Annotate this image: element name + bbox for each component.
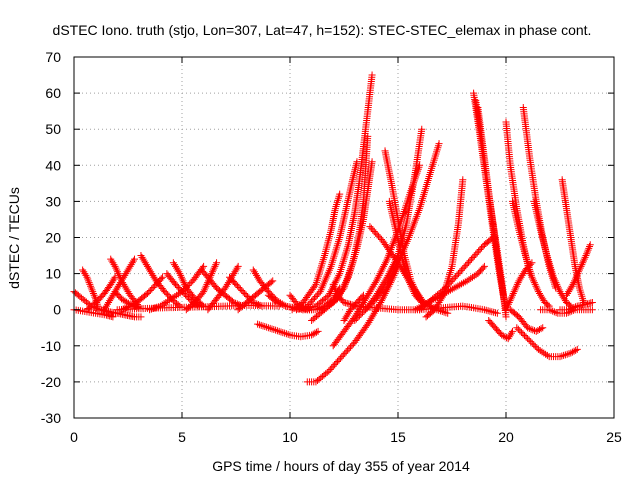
y-tick-label: 40 (45, 157, 61, 173)
series-marks (137, 252, 184, 310)
series-marks (113, 301, 283, 314)
y-tick-label: -30 (41, 410, 61, 426)
y-tick-label: 0 (53, 302, 61, 318)
y-tick-label: -20 (41, 374, 61, 390)
series-marks (288, 190, 344, 314)
series-marks (169, 259, 208, 310)
series-marks (502, 118, 534, 278)
series-marks (508, 197, 553, 310)
series-marks (96, 306, 145, 321)
series-arc (422, 176, 467, 321)
series-marks (506, 306, 547, 335)
series-arc (254, 320, 322, 341)
x-tick-label: 5 (178, 429, 186, 445)
series-arc (513, 324, 581, 361)
series-arc (137, 252, 184, 310)
series-arc (530, 197, 575, 310)
series-marks (474, 104, 508, 303)
y-tick-label: 60 (45, 85, 61, 101)
grid (74, 57, 614, 418)
series-arc (340, 291, 367, 325)
series-arc (502, 118, 534, 278)
y-tick-label: 70 (45, 49, 61, 65)
series-arc (537, 306, 596, 317)
y-tick-label: 50 (45, 121, 61, 137)
series-marks (83, 273, 119, 314)
y-axis-label: dSTEC / TECUs (6, 187, 22, 289)
series-arc (83, 273, 119, 314)
series-marks (254, 320, 322, 341)
series-arc (288, 190, 344, 314)
series-arc (485, 317, 516, 343)
series-arc (113, 301, 283, 314)
x-tick-label: 25 (606, 429, 622, 445)
x-tick-label: 20 (498, 429, 514, 445)
series-marks (513, 324, 581, 361)
axis-ticks: 0 5 10 15 20 25 -30 -20 -10 0 10 20 30 40 50 60 70 (41, 49, 622, 445)
x-tick-label: 10 (282, 429, 298, 445)
data-points (70, 71, 596, 386)
y-tick-label: 20 (45, 230, 61, 246)
x-tick-label: 15 (390, 429, 406, 445)
y-tick-label: 10 (45, 266, 61, 282)
series-marks (562, 241, 594, 299)
y-tick-label: -10 (41, 338, 61, 354)
series-arc (292, 158, 361, 314)
series-marks (416, 234, 497, 314)
series-arc (562, 241, 594, 299)
series-marks (485, 317, 516, 343)
series-arc (474, 104, 508, 303)
series-arc (96, 306, 145, 321)
x-tick-label: 0 (70, 429, 78, 445)
x-axis-label: GPS time / hours of day 355 of year 2014 (212, 458, 470, 474)
series-arc (169, 259, 208, 310)
series-marks (292, 158, 361, 314)
chart-title: dSTEC Iono. truth (stjo, Lon=307, Lat=47… (53, 22, 592, 38)
y-tick-label: 30 (45, 193, 61, 209)
series-arc (508, 197, 553, 310)
series-marks (340, 291, 367, 325)
series-arc (299, 71, 376, 314)
series-marks (537, 306, 596, 317)
series-marks (422, 176, 467, 321)
series-marks (299, 71, 376, 314)
series-marks (530, 197, 575, 310)
series-arc (416, 234, 497, 314)
series-arc (506, 306, 547, 335)
